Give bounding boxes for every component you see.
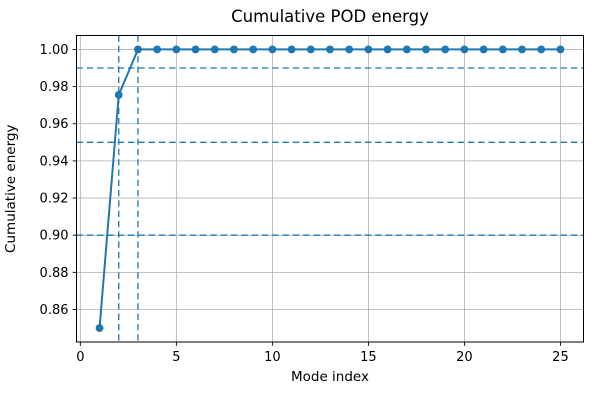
axes-spines (76, 35, 584, 343)
data-point (402, 45, 411, 54)
data-point (537, 45, 546, 54)
threshold-lines (76, 35, 584, 342)
data-point (287, 45, 296, 54)
grid-lines (76, 35, 584, 342)
data-point (441, 45, 450, 54)
x-axis-ticks: 0 5 10 15 20 25 (76, 342, 569, 365)
data-point (172, 45, 181, 54)
data-point (326, 45, 334, 54)
y-tick-label: 0.88 (40, 266, 69, 281)
data-point (460, 45, 469, 54)
x-tick-label: 5 (172, 350, 180, 365)
data-point (210, 45, 219, 54)
y-tick-label: 0.86 (40, 303, 69, 318)
data-point (306, 45, 315, 54)
chart-title: Cumulative POD energy (231, 7, 429, 26)
data-point (153, 45, 162, 54)
x-tick-label: 15 (360, 350, 377, 365)
data-point (383, 45, 392, 54)
data-point (268, 45, 277, 54)
data-point (364, 45, 373, 54)
data-point (230, 45, 238, 54)
y-axis-ticks: 0.86 0.88 0.90 0.92 0.94 0.96 0.98 1.00 (40, 43, 77, 318)
data-point (114, 91, 123, 99)
data-point (422, 45, 430, 54)
x-tick-label: 10 (264, 350, 281, 365)
x-tick-label: 0 (76, 350, 84, 365)
y-tick-label: 0.96 (40, 117, 69, 132)
x-tick-label: 20 (456, 350, 473, 365)
data-point (498, 45, 507, 54)
data-point (249, 45, 258, 54)
data-point (191, 45, 200, 54)
y-tick-label: 1.00 (40, 43, 69, 58)
y-tick-label: 0.94 (40, 154, 69, 169)
data-point (134, 45, 142, 54)
data-point (95, 324, 104, 332)
data-point (518, 45, 526, 54)
y-tick-label: 0.90 (40, 229, 69, 244)
x-axis-label: Mode index (291, 369, 369, 385)
x-tick-label: 25 (552, 350, 569, 365)
y-axis-label: Cumulative energy (3, 125, 19, 253)
y-tick-label: 0.98 (40, 80, 69, 95)
data-point (345, 45, 354, 54)
data-series (95, 45, 565, 332)
data-point (479, 45, 488, 54)
plot-border (76, 35, 584, 343)
cumulative-energy-line (98, 48, 562, 330)
data-point (556, 45, 565, 54)
y-tick-label: 0.92 (40, 192, 69, 207)
